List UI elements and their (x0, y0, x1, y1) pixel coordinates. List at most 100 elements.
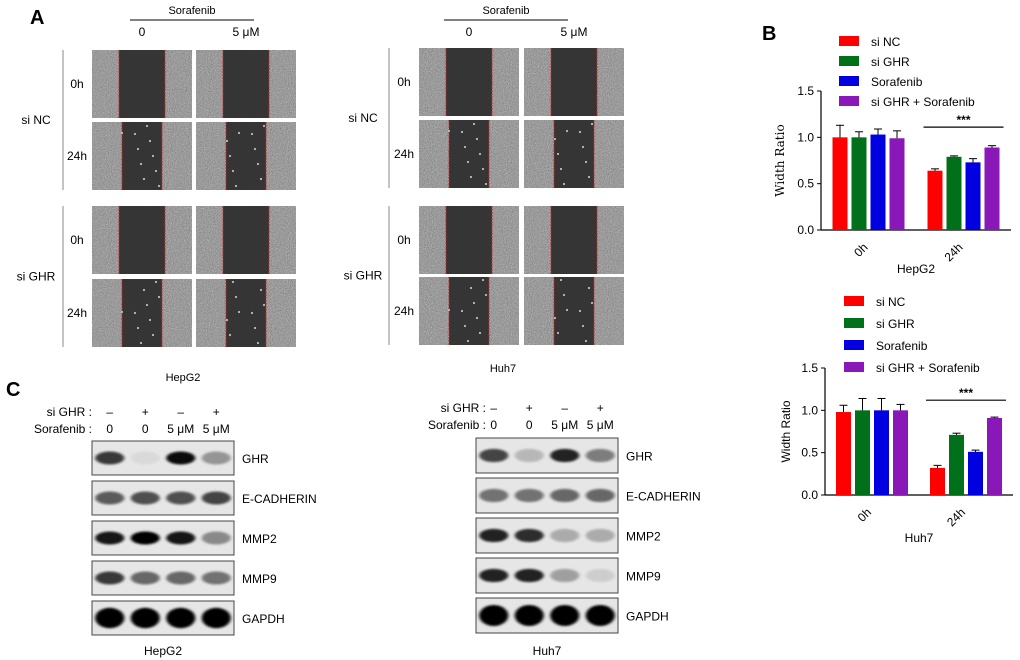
treatment-header: Sorafenib (168, 5, 215, 17)
sighr-sign: – (106, 405, 113, 419)
protein-band (479, 528, 509, 543)
migrated-cell (590, 301, 594, 305)
wound-gap (551, 206, 597, 274)
protein-band (166, 607, 196, 629)
migrated-cell (472, 122, 476, 126)
migrated-cell (148, 139, 152, 143)
migrated-cell (581, 324, 585, 328)
bar (836, 412, 851, 495)
y-tick-label: 1.0 (801, 403, 818, 417)
protein-band (514, 605, 544, 626)
legend-swatch (844, 362, 864, 372)
migrated-cell (556, 152, 560, 156)
time-label: 0h (397, 233, 410, 247)
migrated-cell (565, 308, 569, 312)
protein-label: GHR (242, 452, 269, 466)
protein-band (201, 451, 231, 465)
wound-gap (226, 122, 266, 190)
sighr-sign: – (177, 405, 184, 419)
migrated-cell (133, 311, 137, 315)
wound-gap (223, 206, 269, 274)
wound-gap (554, 120, 594, 188)
blot-strip (91, 520, 235, 556)
wound-gap (122, 279, 162, 347)
legend-label: si GHR + Sorafenib (871, 95, 975, 109)
sorafenib-row-label: Sorafenib : (428, 418, 486, 432)
x-tick-label: 0h (855, 505, 874, 524)
legend-swatch (844, 340, 864, 350)
significance-marker: *** (959, 386, 973, 400)
migrated-cell (553, 137, 557, 141)
y-axis-label: Width Ratio (773, 124, 787, 196)
bar (965, 162, 981, 230)
sighr-sign: + (213, 405, 220, 419)
time-label: 24h (394, 147, 414, 161)
protein-band (130, 451, 160, 465)
migrated-cell (562, 182, 566, 186)
sorafenib-dose: 5 μM (587, 418, 614, 432)
protein-band (550, 528, 580, 543)
bar (987, 417, 1002, 495)
time-label: 24h (67, 306, 87, 320)
protein-band (166, 491, 196, 505)
migrated-cell (556, 331, 560, 335)
legend-label: si NC (876, 295, 906, 309)
sorafenib-dose: 5 μM (551, 418, 578, 432)
blot-cell-line-label: HepG2 (144, 644, 182, 658)
scratch-image-tile (196, 279, 296, 347)
y-tick-label: 0.5 (801, 446, 818, 460)
protein-band (130, 571, 160, 585)
legend-swatch (839, 36, 859, 46)
protein-band (585, 568, 615, 583)
protein-band (95, 571, 125, 585)
wound-gap (223, 50, 269, 118)
blot-strip (475, 597, 619, 634)
scratch-image-tile (524, 206, 624, 274)
scratch-image-tile (92, 206, 192, 274)
migrated-cell (120, 310, 124, 314)
bar (889, 138, 905, 230)
migrated-cell (481, 278, 485, 282)
migrated-cell (478, 152, 482, 156)
protein-band (514, 528, 544, 543)
y-tick-label: 1.5 (797, 84, 814, 98)
x-axis-label: Huh7 (905, 531, 934, 545)
migrated-cell (250, 132, 254, 136)
migrated-cell (237, 131, 241, 135)
migrated-cell (234, 295, 238, 299)
group-label: si GHR (344, 269, 383, 283)
x-axis-label: HepG2 (897, 262, 935, 276)
migrated-cell (590, 122, 594, 126)
scratch-assay-hepg2: Sorafenib 0 5 μM 0h 24h 0h 24h si NC si GHR HepG2 (17, 5, 296, 384)
wound-gap (226, 279, 266, 347)
bar (984, 147, 1000, 230)
migrated-cell (475, 316, 479, 320)
migrated-cell (463, 324, 467, 328)
protein-band (550, 568, 580, 583)
scratch-image-tile (419, 206, 519, 274)
protein-band (479, 568, 509, 583)
y-tick-label: 1.5 (801, 361, 818, 375)
migrated-cell (157, 295, 161, 299)
sighr-row-label: si GHR : (47, 405, 92, 419)
migrated-cell (478, 331, 482, 335)
protein-band (166, 451, 196, 465)
protein-band (166, 531, 196, 545)
migrated-cell (584, 160, 588, 164)
migrated-cell (460, 309, 464, 313)
wound-gap (449, 277, 489, 345)
sighr-sign: – (561, 401, 568, 415)
migrated-cell (151, 333, 155, 337)
migrated-cell (145, 124, 149, 128)
wound-gap (449, 120, 489, 188)
sighr-row-label: si GHR : (441, 401, 486, 415)
migrated-cell (133, 132, 137, 136)
dose-label: 5 μM (233, 25, 260, 39)
scratch-image-tile (92, 50, 192, 118)
migrated-cell (469, 286, 473, 290)
migrated-cell (587, 286, 591, 290)
bar-chart-hepg2: si NC si GHR Sorafenib si GHR + Sorafenib 0.… (773, 35, 1011, 276)
y-tick-label: 0.5 (797, 177, 814, 191)
group-label: si NC (348, 111, 378, 125)
wound-gap (122, 122, 162, 190)
